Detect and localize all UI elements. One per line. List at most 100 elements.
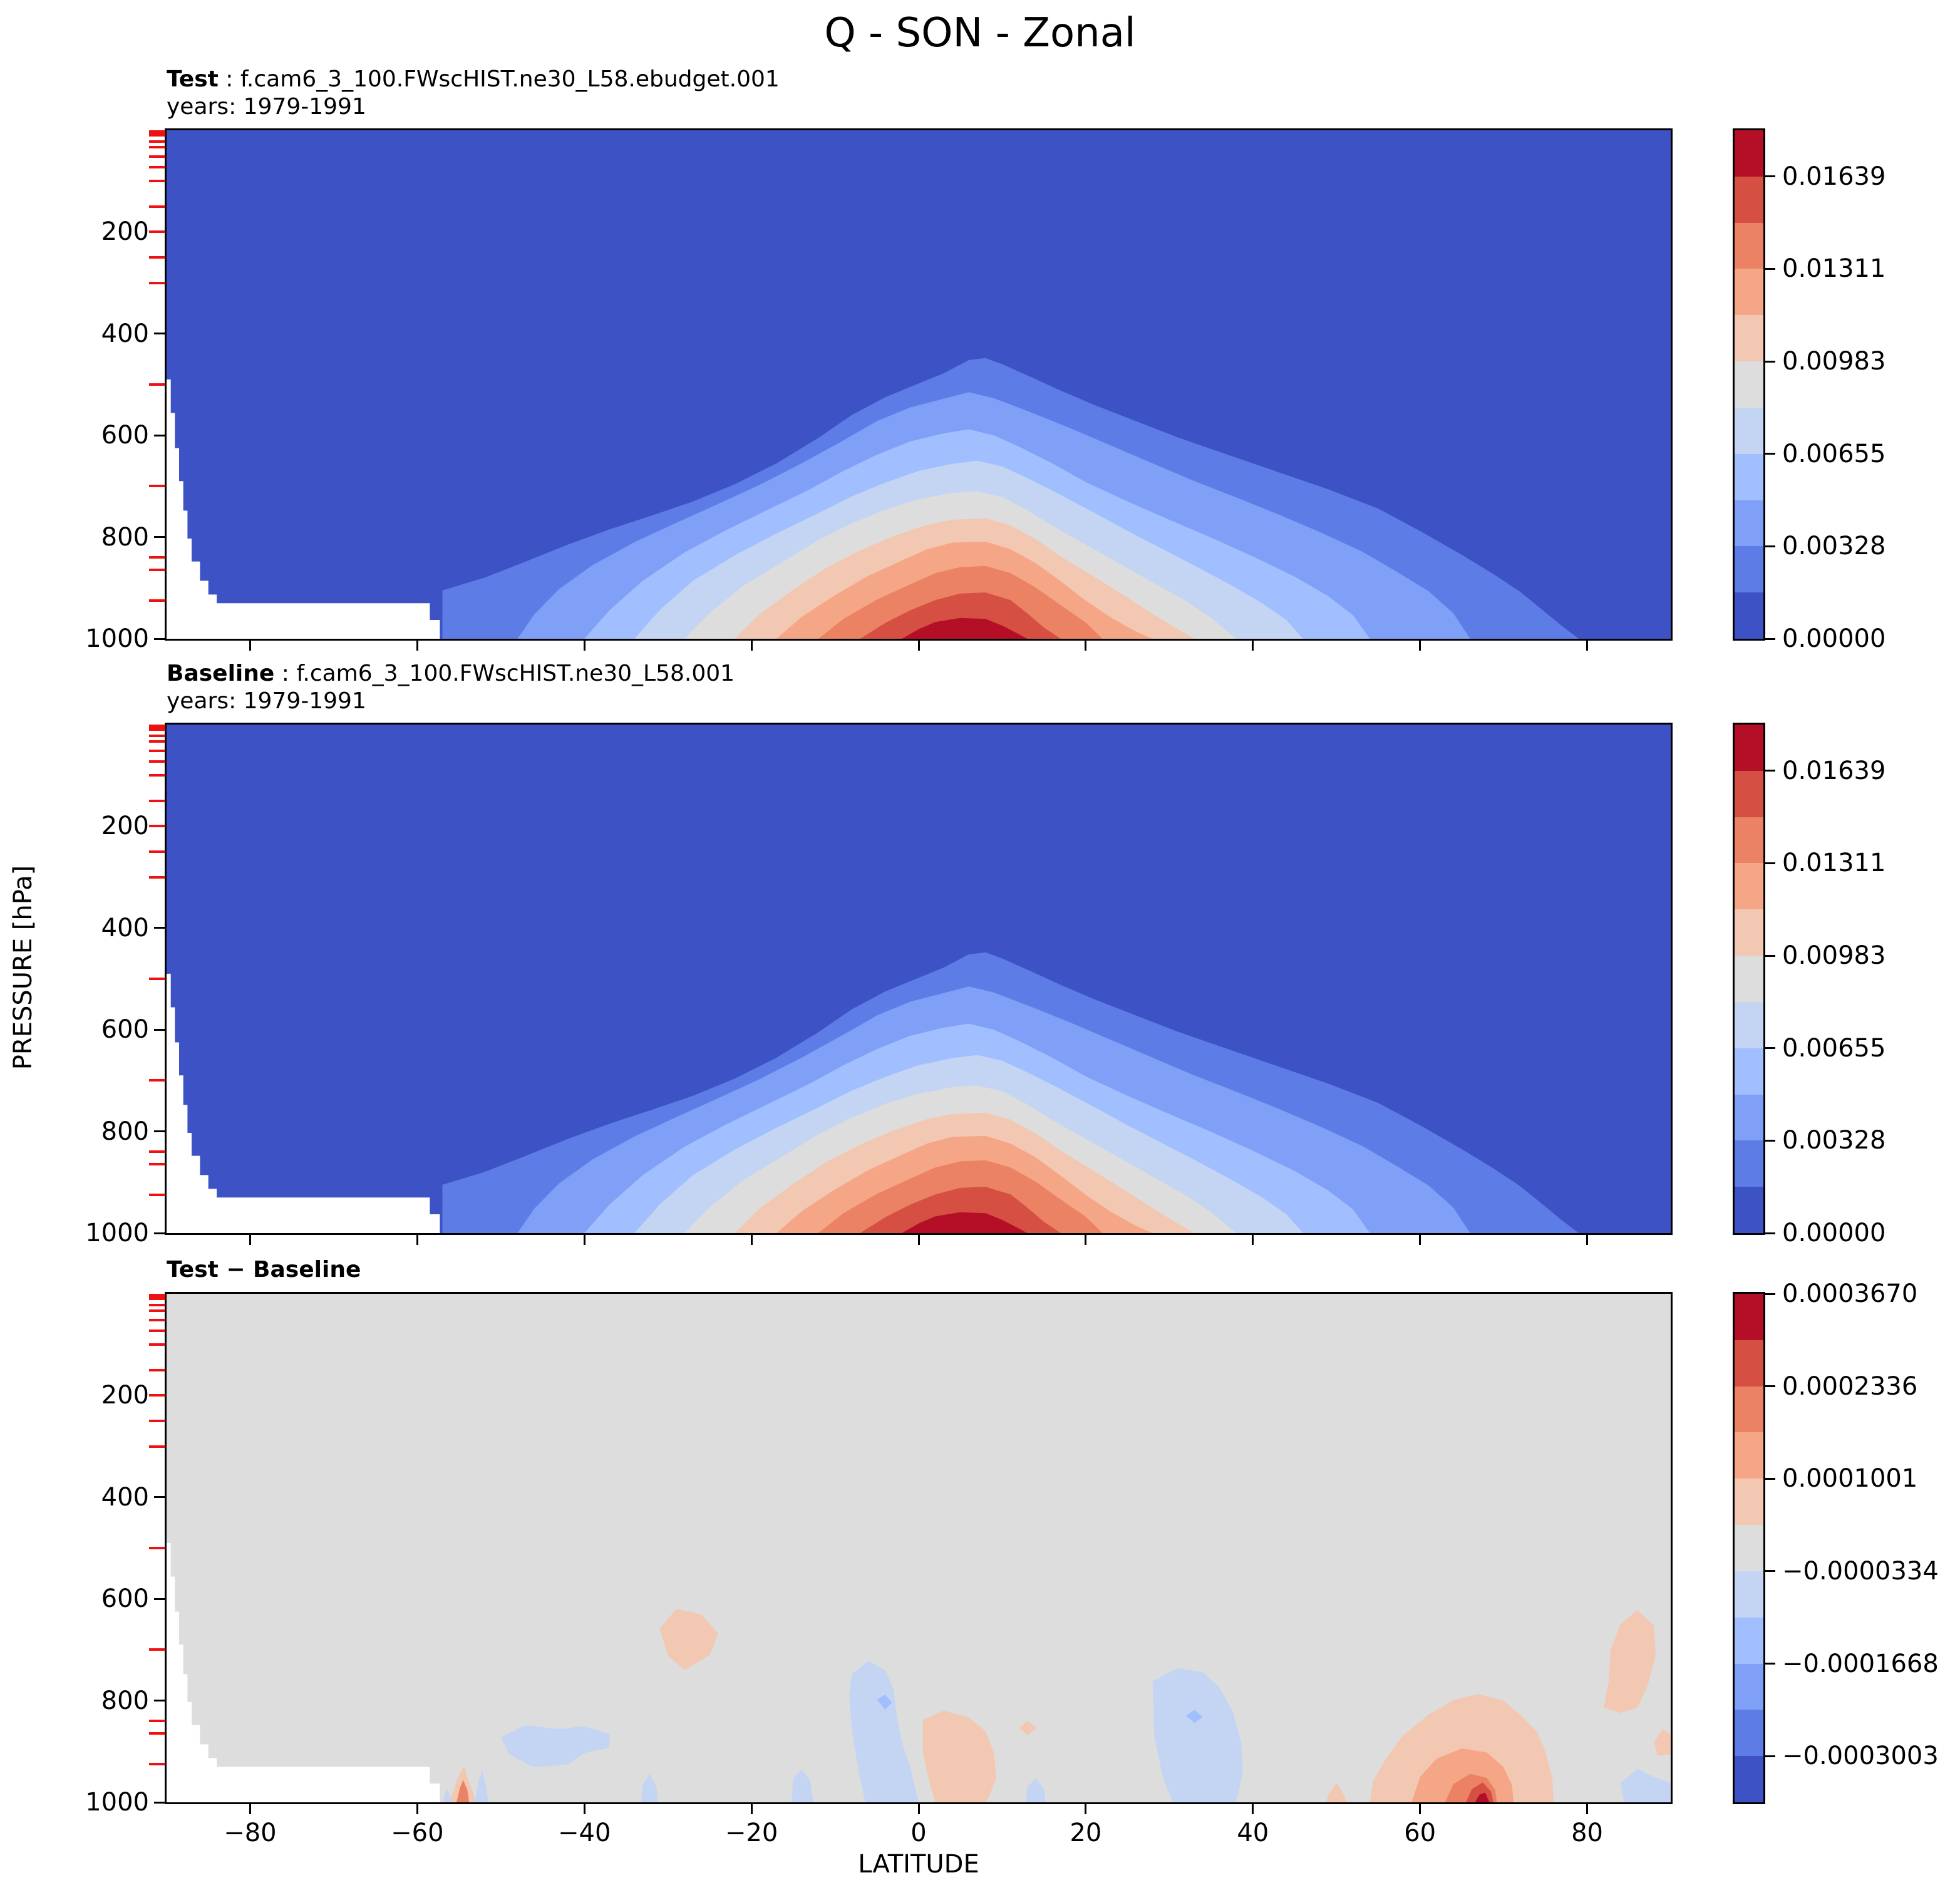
colorbar-tick-label: 0.00983	[1782, 347, 1886, 376]
x-tick	[1419, 641, 1421, 651]
red-model-level-tick	[149, 750, 165, 753]
red-model-level-tick	[149, 1194, 165, 1197]
red-model-level-tick	[149, 145, 165, 148]
y-tick-label: 600	[101, 1584, 149, 1614]
red-model-level-tick	[149, 166, 165, 169]
red-model-level-tick	[149, 1298, 165, 1301]
y-tick	[154, 1598, 167, 1600]
colorbar-band	[1735, 1663, 1763, 1710]
colorbar-band	[1735, 269, 1763, 316]
colorbar-band	[1735, 592, 1763, 639]
colorbar-band	[1735, 1294, 1763, 1340]
colorbar-tick-label: 0.01311	[1782, 849, 1886, 878]
red-model-level-tick	[149, 485, 165, 488]
x-tick	[1586, 641, 1589, 651]
contour-band-level-9	[860, 592, 1061, 639]
anomaly-blob-11	[1369, 1694, 1554, 1802]
colorbar-baseline	[1733, 723, 1765, 1235]
y-tick	[154, 1496, 167, 1499]
x-tick	[249, 1235, 251, 1245]
colorbar-tick-label: 0.0003670	[1782, 1279, 1918, 1308]
x-tick	[750, 1235, 753, 1245]
colorbar-band	[1735, 1710, 1763, 1757]
red-model-level-tick	[149, 1150, 165, 1154]
x-tick	[1085, 1235, 1087, 1245]
colorbar-test	[1733, 128, 1765, 641]
colorbar-tick	[1765, 954, 1775, 957]
colorbar-tick	[1765, 770, 1775, 772]
x-tick	[1419, 1804, 1421, 1814]
y-tick	[154, 1700, 167, 1702]
red-model-level-tick	[149, 383, 165, 386]
y-tick-label: 200	[101, 1381, 149, 1410]
red-model-level-tick	[149, 1445, 165, 1448]
anomaly-blob-6	[1019, 1721, 1038, 1735]
colorbar-tick-label: 0.01639	[1782, 162, 1886, 191]
colorbar-tick	[1765, 453, 1775, 455]
colorbar-tick	[1765, 1293, 1775, 1295]
x-tick-label: 40	[1237, 1819, 1269, 1847]
colorbar-band	[1735, 1001, 1763, 1048]
terrain-silhouette	[167, 1542, 440, 1802]
anomaly-blob-8	[1186, 1710, 1203, 1723]
anomaly-blob-15	[1475, 1792, 1490, 1802]
colorbar-tick-label: −0.0001668	[1782, 1649, 1939, 1678]
anomaly-blob-3	[849, 1661, 919, 1802]
colorbar-tick-label: −0.0000334	[1782, 1556, 1939, 1586]
y-tick	[154, 1130, 167, 1133]
red-model-level-tick	[149, 1319, 165, 1322]
plot-area-test	[165, 128, 1673, 641]
x-tick	[1586, 1804, 1589, 1814]
red-model-level-tick	[149, 799, 165, 802]
colorbar-tick	[1765, 1232, 1775, 1234]
colorbar-diff	[1733, 1292, 1765, 1804]
red-model-level-tick	[149, 850, 165, 853]
y-tick-label: 800	[101, 522, 149, 552]
colorbar-band	[1735, 817, 1763, 864]
colorbar-tick	[1765, 175, 1775, 178]
colorbar-band	[1735, 1386, 1763, 1433]
y-tick	[154, 333, 167, 335]
x-tick	[1085, 641, 1087, 651]
colorbar-band	[1735, 1048, 1763, 1095]
x-tick-label: −40	[558, 1819, 611, 1847]
colorbar-tick	[1765, 1047, 1775, 1050]
colorbar-band	[1735, 1187, 1763, 1233]
x-tick	[249, 1804, 251, 1814]
anomaly-blob-2	[792, 1770, 813, 1802]
colorbar-tick-label: 0.00000	[1782, 624, 1886, 653]
panel-title-baseline: Baseline : f.cam6_3_100.FWscHIST.ne30_L5…	[167, 661, 735, 686]
terrain-silhouette	[167, 973, 440, 1233]
colorbar-tick-label: 0.00983	[1782, 941, 1886, 971]
x-tick	[1419, 1235, 1421, 1245]
red-model-level-tick	[149, 728, 165, 731]
contour-band-level-10	[902, 1212, 1028, 1233]
colorbar-band	[1735, 770, 1763, 817]
red-model-level-tick	[149, 825, 165, 828]
red-model-level-tick	[149, 1329, 165, 1333]
y-tick-label: 200	[101, 812, 149, 841]
colorbar-tick-label: 0.01311	[1782, 254, 1886, 284]
y-tick-label: 600	[101, 421, 149, 450]
anomaly-blob-17	[1654, 1729, 1671, 1756]
x-tick	[1586, 1235, 1589, 1245]
red-model-level-tick	[149, 1394, 165, 1397]
x-axis-label: LATITUDE	[858, 1850, 979, 1879]
colorbar-band	[1735, 1094, 1763, 1141]
red-model-level-tick	[149, 256, 165, 259]
contour-band-level-9	[860, 1187, 1061, 1233]
colorbar-band	[1735, 130, 1763, 177]
red-model-level-tick	[149, 1720, 165, 1723]
red-model-level-tick	[149, 1368, 165, 1371]
y-tick-label: 400	[101, 913, 149, 942]
red-model-level-tick	[149, 1079, 165, 1082]
colorbar-tick-label: 0.01639	[1782, 756, 1886, 785]
x-tick	[416, 1804, 418, 1814]
x-tick	[249, 641, 251, 651]
colorbar-band	[1735, 1340, 1763, 1386]
anomaly-blob-7	[1152, 1668, 1243, 1802]
x-tick	[583, 1235, 585, 1245]
red-model-level-tick	[149, 1296, 165, 1299]
colorbar-tick-label: 0.00655	[1782, 1033, 1886, 1063]
